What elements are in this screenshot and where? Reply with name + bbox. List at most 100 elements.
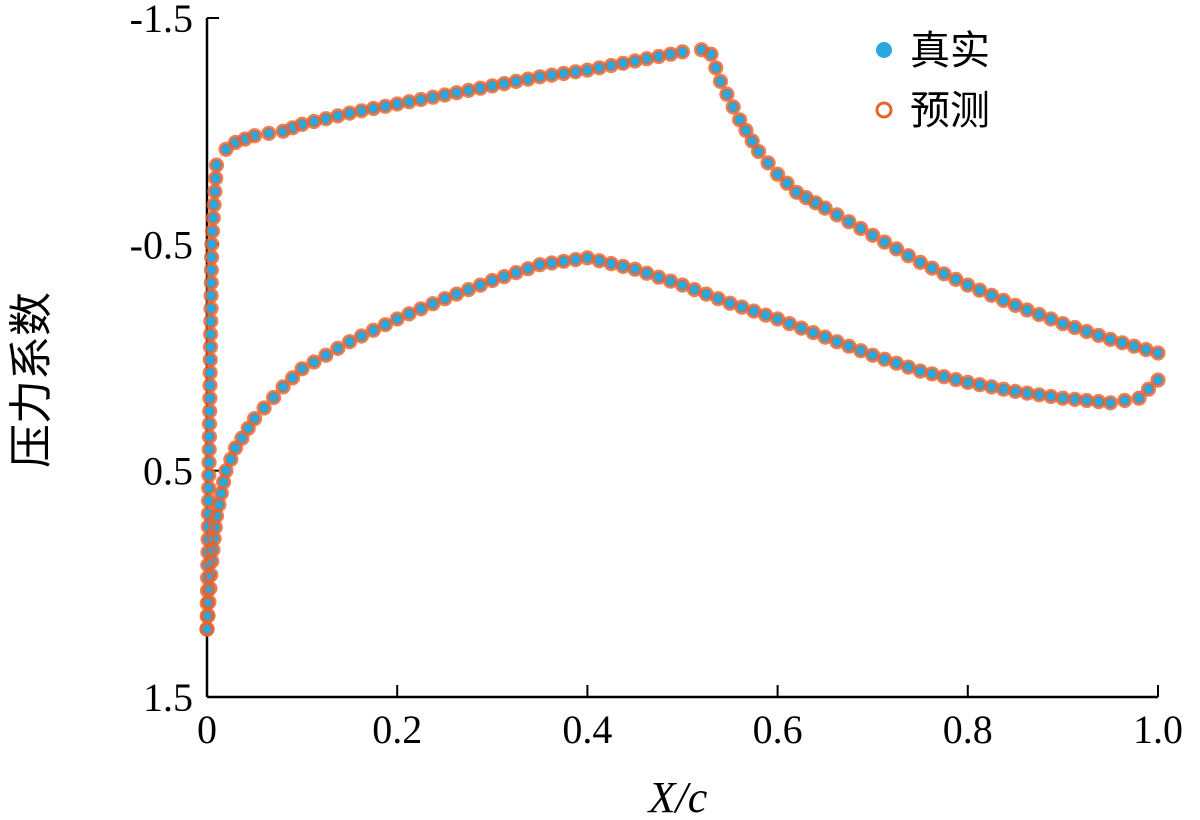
true-point xyxy=(225,453,237,465)
true-point xyxy=(203,469,215,481)
true-point xyxy=(1009,385,1021,397)
true-point xyxy=(998,383,1009,395)
legend-label-true: 真实 xyxy=(910,28,990,74)
true-point xyxy=(205,303,217,314)
predicted-point xyxy=(779,175,795,191)
predicted-point xyxy=(202,580,218,597)
predicted-point xyxy=(829,207,845,223)
true-point xyxy=(206,238,218,250)
true-point xyxy=(938,268,950,280)
true-point xyxy=(581,252,593,264)
true-point xyxy=(772,168,784,180)
legend-label-predicted: 预测 xyxy=(910,88,990,134)
predicted-point xyxy=(294,361,310,377)
true-point xyxy=(391,313,403,325)
true-point xyxy=(746,135,758,147)
true-point xyxy=(287,372,299,384)
true-point xyxy=(736,301,748,313)
predicted-point xyxy=(948,271,964,287)
true-point xyxy=(914,256,926,268)
true-point xyxy=(795,322,807,334)
true-point xyxy=(740,124,752,136)
true-point xyxy=(781,177,793,189)
y-axis-label: 压力系数 xyxy=(6,292,57,468)
true-point xyxy=(522,263,534,275)
true-point xyxy=(206,251,218,263)
true-point xyxy=(998,294,1009,306)
true-point xyxy=(1045,391,1057,402)
true-point xyxy=(205,290,217,302)
true-point xyxy=(205,315,217,327)
true-point xyxy=(332,342,344,354)
predicted-point xyxy=(817,200,833,216)
true-point xyxy=(415,303,427,315)
predicted-point xyxy=(725,99,741,115)
true-point xyxy=(210,172,222,184)
true-point xyxy=(463,284,474,296)
true-point xyxy=(308,356,320,368)
true-point xyxy=(1093,396,1105,408)
true-point xyxy=(1057,318,1069,330)
true-point xyxy=(367,324,379,336)
predicted-point xyxy=(888,241,905,257)
true-point xyxy=(510,75,522,87)
predicted-point xyxy=(200,607,216,624)
true-point xyxy=(891,357,902,369)
true-point xyxy=(986,381,998,393)
true-point xyxy=(203,482,215,494)
true-point xyxy=(950,374,962,386)
predicted-point xyxy=(261,125,277,141)
predicted-point xyxy=(960,277,976,293)
predicted-point xyxy=(401,306,417,322)
true-point xyxy=(986,289,998,301)
true-point xyxy=(1069,393,1081,405)
true-point xyxy=(242,422,254,434)
predicted-point xyxy=(983,287,1000,303)
true-point xyxy=(220,465,232,477)
true-point xyxy=(653,271,665,283)
true-point xyxy=(570,66,581,78)
true-point xyxy=(249,413,261,425)
true-point xyxy=(748,305,760,317)
true-point xyxy=(367,103,379,114)
predicted-point xyxy=(876,234,893,250)
true-point xyxy=(203,431,215,443)
true-point xyxy=(784,318,795,330)
true-point xyxy=(203,456,215,468)
predicted-point xyxy=(425,296,441,312)
true-point xyxy=(710,62,722,74)
true-point xyxy=(308,116,320,127)
true-point xyxy=(1140,344,1152,356)
predicted-point xyxy=(674,44,691,60)
x-tick-label: 0.2 xyxy=(372,707,422,752)
true-point xyxy=(1093,329,1105,341)
true-point xyxy=(510,267,522,279)
true-point xyxy=(665,275,677,287)
true-point xyxy=(753,146,765,157)
true-point xyxy=(451,87,463,99)
true-point xyxy=(403,308,415,320)
true-point xyxy=(534,259,546,271)
legend-marker-predicted xyxy=(875,101,893,119)
legend-marker-true xyxy=(876,42,892,58)
true-point xyxy=(1069,322,1081,333)
true-point xyxy=(258,402,270,414)
true-point xyxy=(605,258,617,270)
true-point xyxy=(688,284,700,296)
true-point xyxy=(205,328,217,340)
true-point xyxy=(1104,397,1116,409)
true-point xyxy=(843,340,855,352)
true-point xyxy=(926,368,938,380)
true-point xyxy=(296,363,308,375)
true-point xyxy=(546,257,558,269)
true-point xyxy=(938,371,950,383)
true-point xyxy=(218,476,230,488)
true-point xyxy=(974,379,986,391)
true-point xyxy=(201,623,213,635)
true-point xyxy=(204,354,216,366)
predicted-point xyxy=(900,248,917,264)
true-point xyxy=(1128,340,1140,352)
x-tick-label: 1.0 xyxy=(1133,707,1183,752)
data-points xyxy=(199,42,1166,637)
true-point xyxy=(762,157,774,169)
